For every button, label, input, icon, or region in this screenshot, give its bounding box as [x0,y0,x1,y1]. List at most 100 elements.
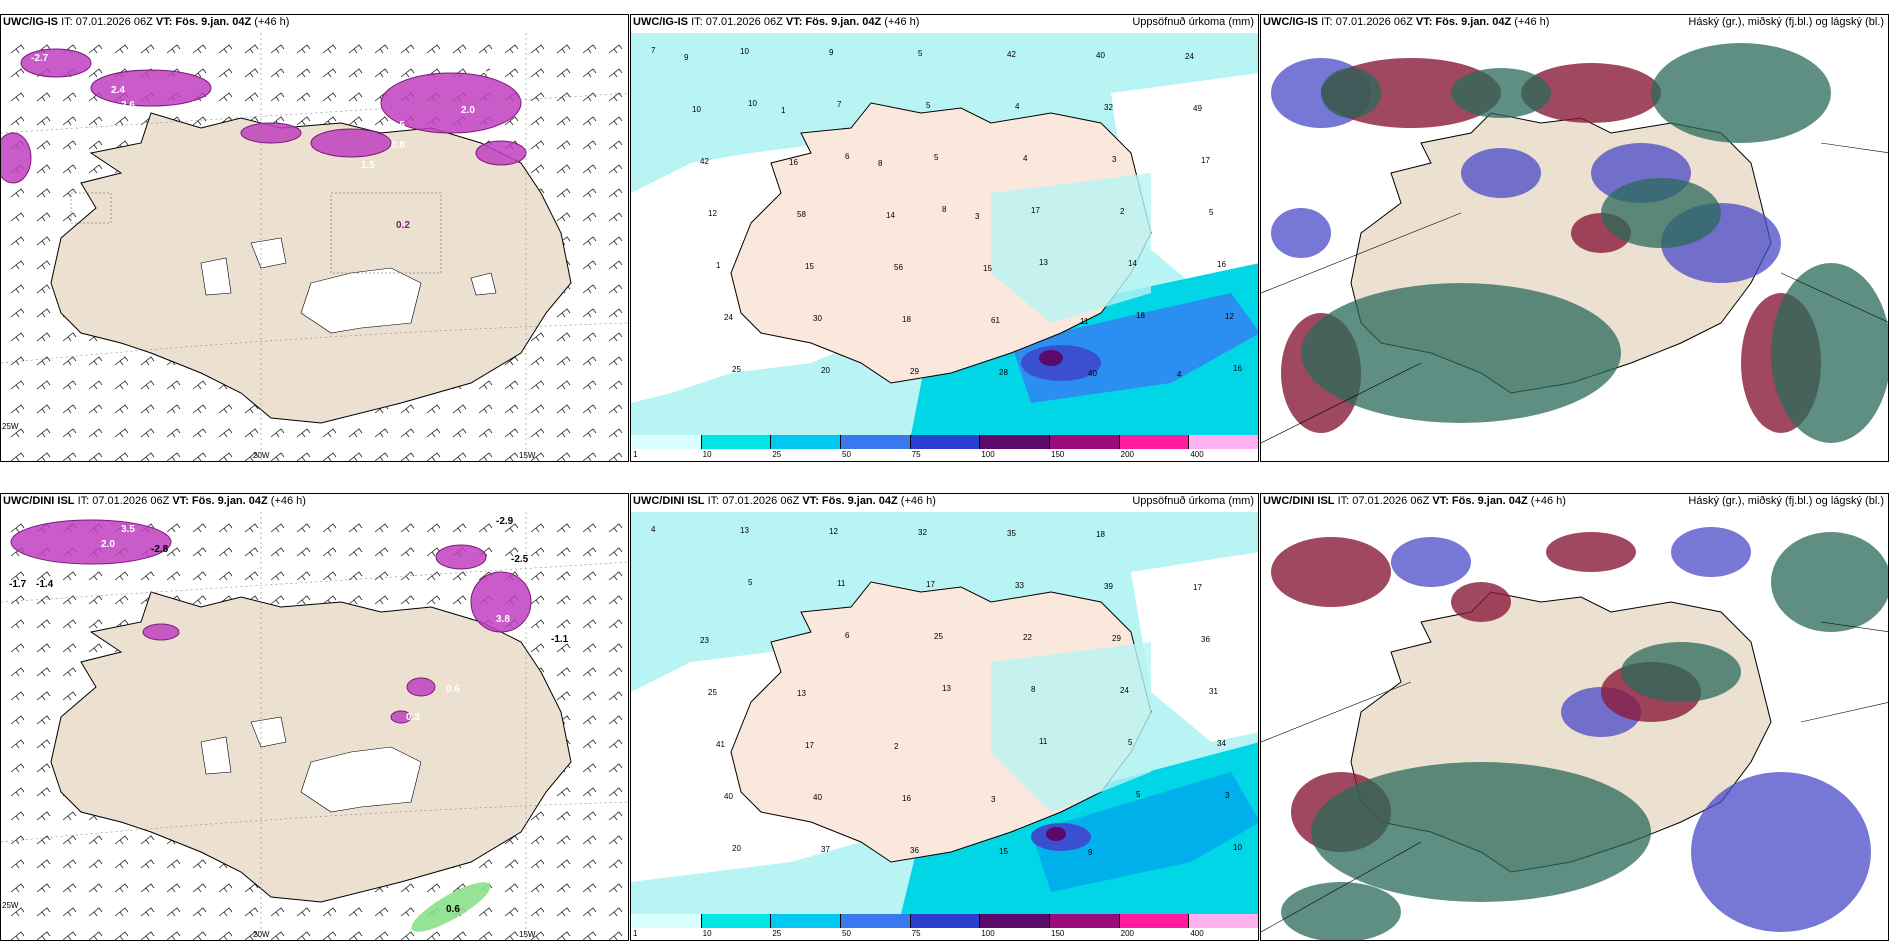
wind-barb [556,811,571,821]
wind-barb [88,859,103,869]
wind-barb [36,667,51,677]
wind-barb [374,547,389,557]
wind-barb [556,667,571,677]
wind-barb [504,907,519,917]
lon-label-15w: 15W [519,451,536,460]
wind-barb [114,380,129,390]
wind-barb [218,404,233,414]
precip-value: 32 [918,528,927,537]
wind-barb [530,332,545,342]
wind-barb [88,404,103,414]
precip-value: 10 [692,105,701,114]
wind-barb [140,571,155,581]
precip-value: 18 [902,315,911,324]
wind-barb [296,523,311,533]
wind-barb [608,763,623,773]
wind-barb [36,236,51,246]
precip-value: 25 [708,688,717,697]
iceland-landmass [50,591,572,903]
wind-barb [530,68,545,78]
wind-barb [322,428,337,438]
wind-barb [582,859,597,869]
wind-barb [114,44,129,54]
temperature-labels: -2.7 3.0 2.4 2.6 1.3 2.0 1.5 0.8 1.5 0.2 [31,53,495,231]
temp-label: -2.7 [31,53,49,64]
precip-value: 11 [1080,317,1089,326]
wind-barb [478,931,493,940]
precip-value: 13 [740,526,749,535]
wind-barb [88,380,103,390]
wind-barb [62,907,77,917]
wind-barb [530,619,545,629]
wind-barb [504,428,519,438]
precip-value: 31 [1209,687,1218,696]
precip-value: 18 [1096,530,1105,539]
wind-barb [608,284,623,294]
wind-barb [608,404,623,414]
precip-value: 4 [651,525,656,534]
wind-barb [582,332,597,342]
wind-barb [88,571,103,581]
wind-barb [322,68,337,78]
wind-barb [348,523,363,533]
precip-value: 40 [1096,51,1105,60]
wind-barb [114,835,129,845]
precip-value: 9 [1088,848,1093,857]
wind-barb [192,547,207,557]
wind-barb [114,356,129,366]
wind-barb [114,907,129,917]
wind-barb [10,571,25,581]
wind-barb [374,68,389,78]
wind-barb [296,452,311,461]
wind-barb [10,715,25,725]
wind-barb [36,859,51,869]
wind-barb [296,547,311,557]
wind-barb [10,907,25,917]
temp-label: 0.3 [406,712,420,723]
wind-barb [296,931,311,940]
wind-barb [530,44,545,54]
wind-barb [608,116,623,126]
wind-barb [530,883,545,893]
wind-barb [348,547,363,557]
wind-barb [582,595,597,605]
precip-value: 17 [1031,206,1040,215]
precip-value: 58 [797,210,806,219]
wind-barb [114,428,129,438]
wind-temperature-map: 3.5 2.0 -2.9 -2.5 -1.7 -1.4 3.8 -2.8 0.6… [1,512,628,940]
wind-barb [582,907,597,917]
wind-barb [192,380,207,390]
wind-barb [36,691,51,701]
precip-value: 13 [1039,258,1048,267]
wind-barb [504,931,519,940]
precip-value: 24 [1120,686,1129,695]
wind-barb [166,404,181,414]
wind-barb [608,931,623,940]
wind-barb [62,356,77,366]
wind-barb [556,188,571,198]
wind-barb [218,92,233,102]
wind-barb [608,571,623,581]
precip-value: 56 [894,263,903,272]
wind-barb [348,44,363,54]
wind-barb [62,859,77,869]
temp-label: 0.2 [396,220,410,231]
precip-value: 33 [1015,581,1024,590]
wind-barb [478,44,493,54]
wind-barb [582,547,597,557]
wind-barb [192,44,207,54]
wind-barb [400,44,415,54]
precip-value: 11 [1039,737,1048,746]
wind-barb [608,811,623,821]
wind-barb [140,404,155,414]
wind-barb [36,140,51,150]
colorbar-tick: 1 [633,450,638,459]
wind-barb [244,68,259,78]
colorbar-segment [771,914,841,928]
wind-barb [504,116,519,126]
wind-barb [62,595,77,605]
wind-barb [244,883,259,893]
wind-barb [140,44,155,54]
wind-barb [556,571,571,581]
panel-bottom-wind: UWC/DINI ISL IT: 07.01.2026 06Z VT: Fös.… [0,493,629,941]
